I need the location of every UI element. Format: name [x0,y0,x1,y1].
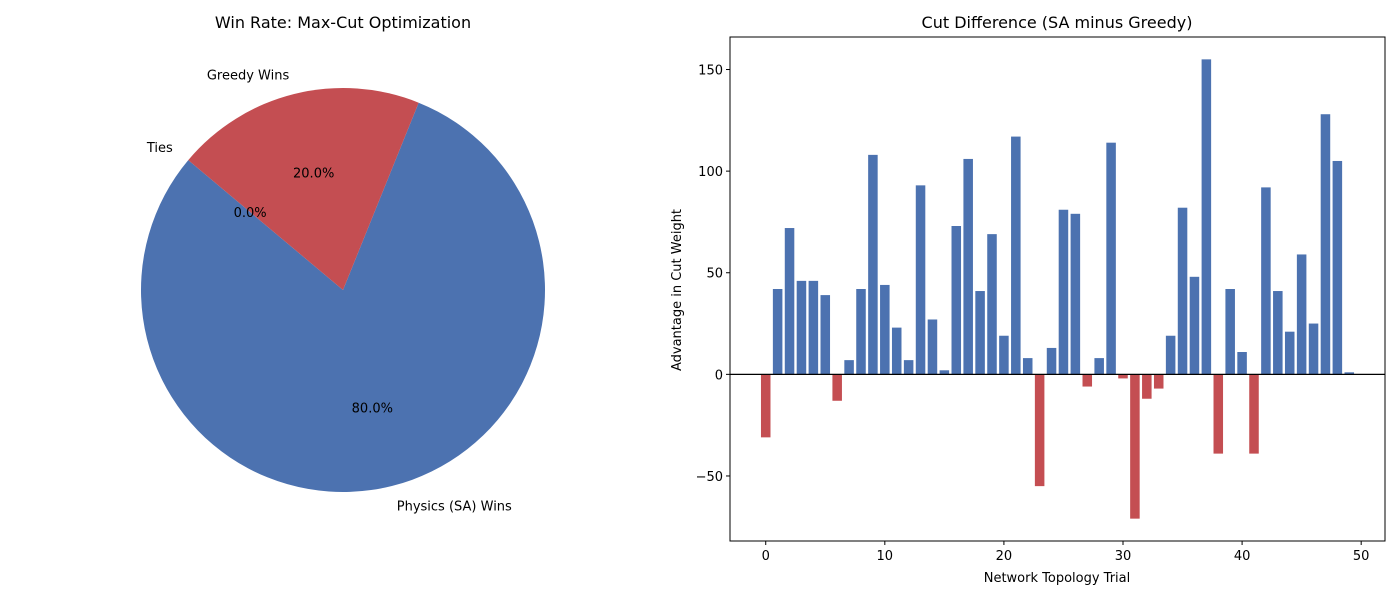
bar-trial-21 [1011,136,1021,375]
pie-label-greedy-wins: Greedy Wins [207,68,290,83]
pie-pct-greedy-wins: 20.0% [293,166,334,181]
bar-trial-11 [891,327,902,375]
bar-trial-2 [784,228,795,375]
plot-frame [729,36,1386,542]
y-axis-label: Advantage in Cut Weight [670,209,685,371]
bar-trial-40 [1237,352,1247,375]
y-tick-label: 50 [706,267,723,282]
x-tick-label: 40 [1234,549,1251,564]
bar-trial-46 [1308,323,1319,375]
bar-trial-10 [880,284,890,375]
bar-trial-17 [963,158,973,375]
bar-trial-15 [939,370,950,375]
bar-trial-8 [856,289,866,375]
bar-trial-16 [951,226,962,375]
bar-trial-23 [1034,374,1045,487]
bar-trial-19 [987,234,997,375]
bar-trial-29 [1106,142,1116,375]
bar-trial-0 [760,374,771,438]
pie-pct-physics-sa-wins: 80.0% [352,402,393,417]
bar-trial-25 [1058,209,1069,375]
bar-trial-38 [1213,374,1224,454]
pie-label-physics-sa-wins: Physics (SA) Wins [397,500,512,515]
bar-trial-27 [1082,374,1093,387]
bar-trial-26 [1070,213,1081,375]
bar-trial-20 [999,335,1009,375]
bar-trial-24 [1046,347,1057,375]
x-axis-label: Network Topology Trial [984,571,1131,586]
bar-trial-3 [796,280,807,375]
bar-trial-31 [1130,374,1140,519]
pie-pct-ties: 0.0% [234,206,267,221]
bar-trial-35 [1177,207,1188,375]
bar-trial-44 [1284,331,1295,375]
x-tick-label: 50 [1353,549,1370,564]
y-tick-label: 150 [698,64,723,79]
bar-trial-7 [844,360,854,375]
bar-trial-42 [1261,187,1271,375]
bar-trial-30 [1118,374,1128,379]
bar-trial-45 [1296,254,1307,375]
bar-trial-1 [772,289,783,375]
bar-trial-18 [975,291,985,375]
bar-trial-47 [1320,114,1331,375]
y-tick-label: 0 [715,368,723,383]
bar-trial-43 [1273,291,1283,375]
bar-trial-28 [1094,358,1104,375]
pie-chart: Win Rate: Max-Cut Optimization Physics (… [141,13,545,515]
pie-slice-greedy-wins [188,88,419,291]
x-tick-label: 30 [1115,549,1132,564]
bar-trial-32 [1142,374,1152,399]
y-tick-label: 100 [698,165,723,180]
x-tick-label: 0 [762,549,770,564]
bar-chart: Cut Difference (SA minus Greedy) 0 10 20 30… [670,13,1386,586]
y-tick-label: −50 [696,470,723,485]
bar-trial-48 [1332,160,1343,375]
bar-trial-22 [1022,358,1033,375]
bar-trial-49 [1344,372,1355,375]
bar-trial-33 [1153,374,1164,389]
x-tick-label: 20 [996,549,1013,564]
bar-trial-12 [903,360,914,375]
bar-trial-36 [1189,276,1200,375]
bar-trial-14 [927,319,938,375]
bar-trial-34 [1165,335,1176,375]
pie-label-ties: Ties [146,141,173,156]
x-tick-label: 10 [877,549,894,564]
bar-trial-39 [1225,289,1235,375]
pie-title: Win Rate: Max-Cut Optimization [215,13,471,32]
bar-trial-6 [832,374,842,401]
bar-trial-37 [1201,59,1212,375]
bar-trial-5 [820,295,831,375]
bar-trial-4 [808,280,819,375]
pie-slice-physics-sa-wins [141,102,545,492]
bar-title: Cut Difference (SA minus Greedy) [922,13,1193,32]
bar-trial-13 [915,185,926,375]
bar-trial-9 [868,154,878,375]
bar-trial-41 [1249,374,1259,454]
